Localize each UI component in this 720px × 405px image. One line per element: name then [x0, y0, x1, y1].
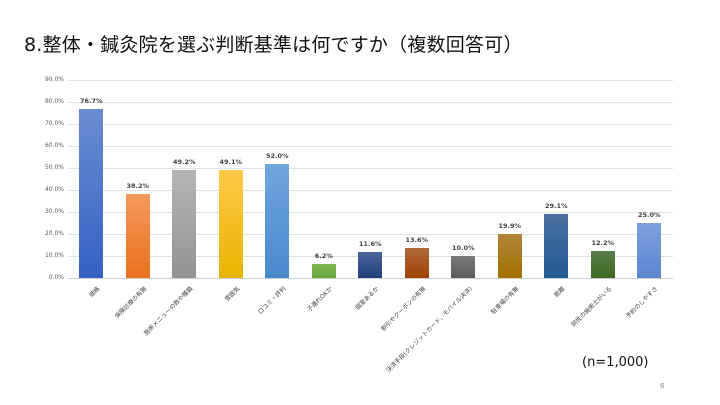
x-category-label: 予約のしやすさ: [624, 285, 660, 321]
y-tick-label: 20.0%: [44, 230, 64, 237]
bar: [404, 248, 429, 278]
gridline: [68, 146, 673, 147]
sample-size-note: (n=1,000): [582, 355, 649, 370]
bar: [172, 169, 197, 278]
bar-value-label: 10.0%: [451, 244, 475, 252]
x-category-label: 保険診療の有無: [113, 285, 149, 321]
x-category-label: 決済手段(クレジットカード、モバイル決済): [385, 285, 475, 375]
page-number: 6: [660, 382, 665, 390]
bar-value-label: 76.7%: [79, 97, 103, 106]
y-tick-label: 50.0%: [44, 164, 64, 171]
bar-value-label: 25.0%: [637, 211, 661, 219]
x-category-label: 雰囲気: [223, 285, 242, 304]
bar: [637, 223, 662, 278]
bar: [497, 234, 522, 278]
gridline: [68, 124, 673, 125]
bar-value-label: 19.9%: [498, 222, 522, 231]
x-category-label: 個室あるか: [354, 285, 381, 312]
bar: [590, 251, 615, 278]
x-category-label: 距離: [553, 285, 567, 299]
x-category-label: 口コミ・評判: [257, 285, 288, 316]
bar-value-label: 29.1%: [544, 201, 568, 210]
bar-value-label: 49.1%: [219, 157, 243, 166]
y-tick-label: 30.0%: [44, 208, 64, 215]
x-category-label: 施術メニューの数や種類: [142, 285, 195, 338]
slide-title: 8.整体・鍼灸院を選ぶ判断基準は何ですか（複数回答可）: [24, 34, 523, 56]
gridline: [68, 80, 673, 81]
gridline: [68, 190, 673, 191]
x-category-label: 価格: [88, 285, 102, 299]
bar: [358, 252, 383, 278]
bar-value-label: 6.2%: [314, 252, 333, 261]
gridline: [68, 234, 673, 235]
x-category-label: 割引やクーポンの有無: [379, 285, 428, 333]
y-tick-label: 0.0%: [48, 274, 64, 281]
x-axis-line: [68, 278, 673, 279]
bar: [451, 256, 476, 278]
y-tick-label: 70.0%: [44, 120, 64, 127]
bar-value-label: 52.0%: [265, 151, 289, 160]
y-tick-label: 40.0%: [44, 186, 64, 193]
bar-value-label: 11.6%: [358, 240, 382, 249]
bar: [265, 163, 290, 278]
bar-value-label: 12.2%: [591, 239, 615, 248]
gridline: [68, 102, 673, 103]
bar: [218, 169, 243, 278]
y-tick-label: 60.0%: [44, 142, 64, 149]
gridline: [68, 168, 673, 169]
bar-value-label: 13.6%: [405, 236, 429, 245]
bar-value-label: 38.2%: [126, 181, 150, 190]
bar: [79, 109, 104, 278]
y-tick-label: 80.0%: [44, 98, 64, 105]
bar: [125, 193, 150, 278]
bar-value-label: 49.2%: [172, 157, 196, 166]
x-category-label: 子連れOKか: [305, 285, 334, 314]
y-tick-label: 10.0%: [44, 252, 64, 259]
gridline: [68, 212, 673, 213]
bar: [311, 264, 336, 278]
x-category-label: 駐車場の有無: [489, 285, 521, 316]
bar: [544, 213, 569, 278]
y-tick-label: 90.0%: [44, 76, 64, 83]
x-category-label: 同性の施術士がいる: [569, 285, 614, 329]
